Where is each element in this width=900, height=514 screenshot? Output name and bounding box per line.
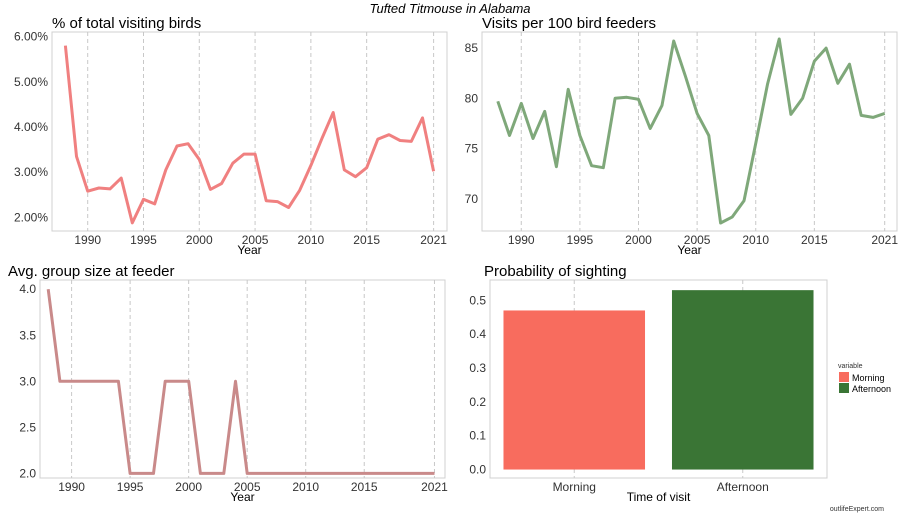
x-tick-label: Afternoon — [717, 480, 769, 494]
x-tick-label: 2010 — [292, 480, 319, 494]
chart-panel-0: % of total visiting birds 2.00% 3.00% 4.00%… — [14, 15, 448, 257]
chart-title: Probability of sighting — [484, 263, 627, 280]
x-tick-label: 2005 — [242, 233, 269, 247]
x-tick-label: 2015 — [353, 233, 380, 247]
chart-panel-1: Visits per 100 bird feeders 70 75 80 85 1990 1… — [465, 15, 899, 257]
series-line — [46, 289, 435, 475]
y-tick-label: 4.0 — [19, 282, 36, 296]
x-tick-label: Morning — [553, 480, 596, 494]
bar-afternoon — [671, 290, 814, 470]
x-tick-label: 2015 — [801, 233, 828, 247]
x-tick-label: 2000 — [175, 480, 202, 494]
x-tick-label: 2021 — [871, 233, 898, 247]
x-tick-label: 2005 — [684, 233, 711, 247]
y-tick-label: 5.00% — [14, 75, 48, 89]
y-tick-label: 0.1 — [469, 429, 486, 443]
legend-swatch-morning — [839, 372, 849, 382]
x-tick-label: 1995 — [130, 233, 157, 247]
x-tick-label: 1995 — [567, 233, 594, 247]
x-axis-label: Year — [677, 243, 701, 257]
chart-title: % of total visiting birds — [52, 15, 201, 32]
x-axis-label: Year — [230, 490, 254, 504]
y-tick-label: 70 — [465, 192, 479, 206]
y-tick-label: 3.5 — [19, 328, 36, 342]
chart-title: Avg. group size at feeder — [8, 263, 175, 280]
plot-area — [51, 31, 448, 232]
x-tick-label: 1990 — [508, 233, 535, 247]
y-tick-label: 0.5 — [469, 293, 486, 307]
y-tick-label: 3.00% — [14, 165, 48, 179]
chart-panel-3: Probability of sighting 0.0 0.1 0.2 0.3 0.4 0.… — [469, 263, 891, 504]
x-axis-label: Year — [237, 243, 261, 257]
x-tick-label: 1990 — [58, 480, 85, 494]
y-tick-label: 0.4 — [469, 327, 486, 341]
legend-label: Morning — [852, 373, 885, 383]
x-tick-label: 2010 — [742, 233, 769, 247]
x-axis-label: Time of visit — [627, 490, 691, 504]
y-tick-label: 80 — [465, 91, 479, 105]
x-tick-label: 2010 — [298, 233, 325, 247]
x-tick-label: 2000 — [625, 233, 652, 247]
y-tick-label: 2.0 — [19, 466, 36, 480]
chart-panel-2: Avg. group size at feeder 2.0 2.5 3.0 3.5 4.0… — [8, 263, 448, 504]
x-tick-label: 2021 — [420, 233, 447, 247]
bar-morning — [503, 310, 646, 470]
legend-title: variable — [838, 363, 863, 370]
legend-label: Afternoon — [852, 384, 891, 394]
x-tick-label: 2021 — [421, 480, 448, 494]
x-tick-label: 2005 — [234, 480, 261, 494]
y-tick-label: 0.3 — [469, 361, 486, 375]
chart-title: Visits per 100 bird feeders — [482, 15, 656, 32]
y-tick-label: 3.0 — [19, 374, 36, 388]
y-tick-label: 2.5 — [19, 420, 36, 434]
credit-text: outlifeExpert.com — [830, 506, 884, 513]
x-tick-label: 2000 — [186, 233, 213, 247]
y-tick-label: 0.2 — [469, 395, 486, 409]
y-tick-label: 4.00% — [14, 120, 48, 134]
y-tick-label: 6.00% — [14, 30, 48, 44]
y-tick-label: 2.00% — [14, 210, 48, 224]
y-tick-label: 85 — [465, 41, 479, 55]
y-tick-label: 75 — [465, 142, 479, 156]
x-tick-label: 1995 — [117, 480, 144, 494]
x-tick-label: 1990 — [74, 233, 101, 247]
series-line — [496, 37, 886, 225]
figure-title: Tufted Titmouse in Alabama — [369, 1, 530, 16]
y-tick-label: 0.0 — [469, 463, 486, 477]
x-tick-label: 2015 — [351, 480, 378, 494]
series-line — [63, 45, 436, 225]
legend-swatch-afternoon — [839, 383, 849, 393]
plot-area — [481, 31, 898, 232]
